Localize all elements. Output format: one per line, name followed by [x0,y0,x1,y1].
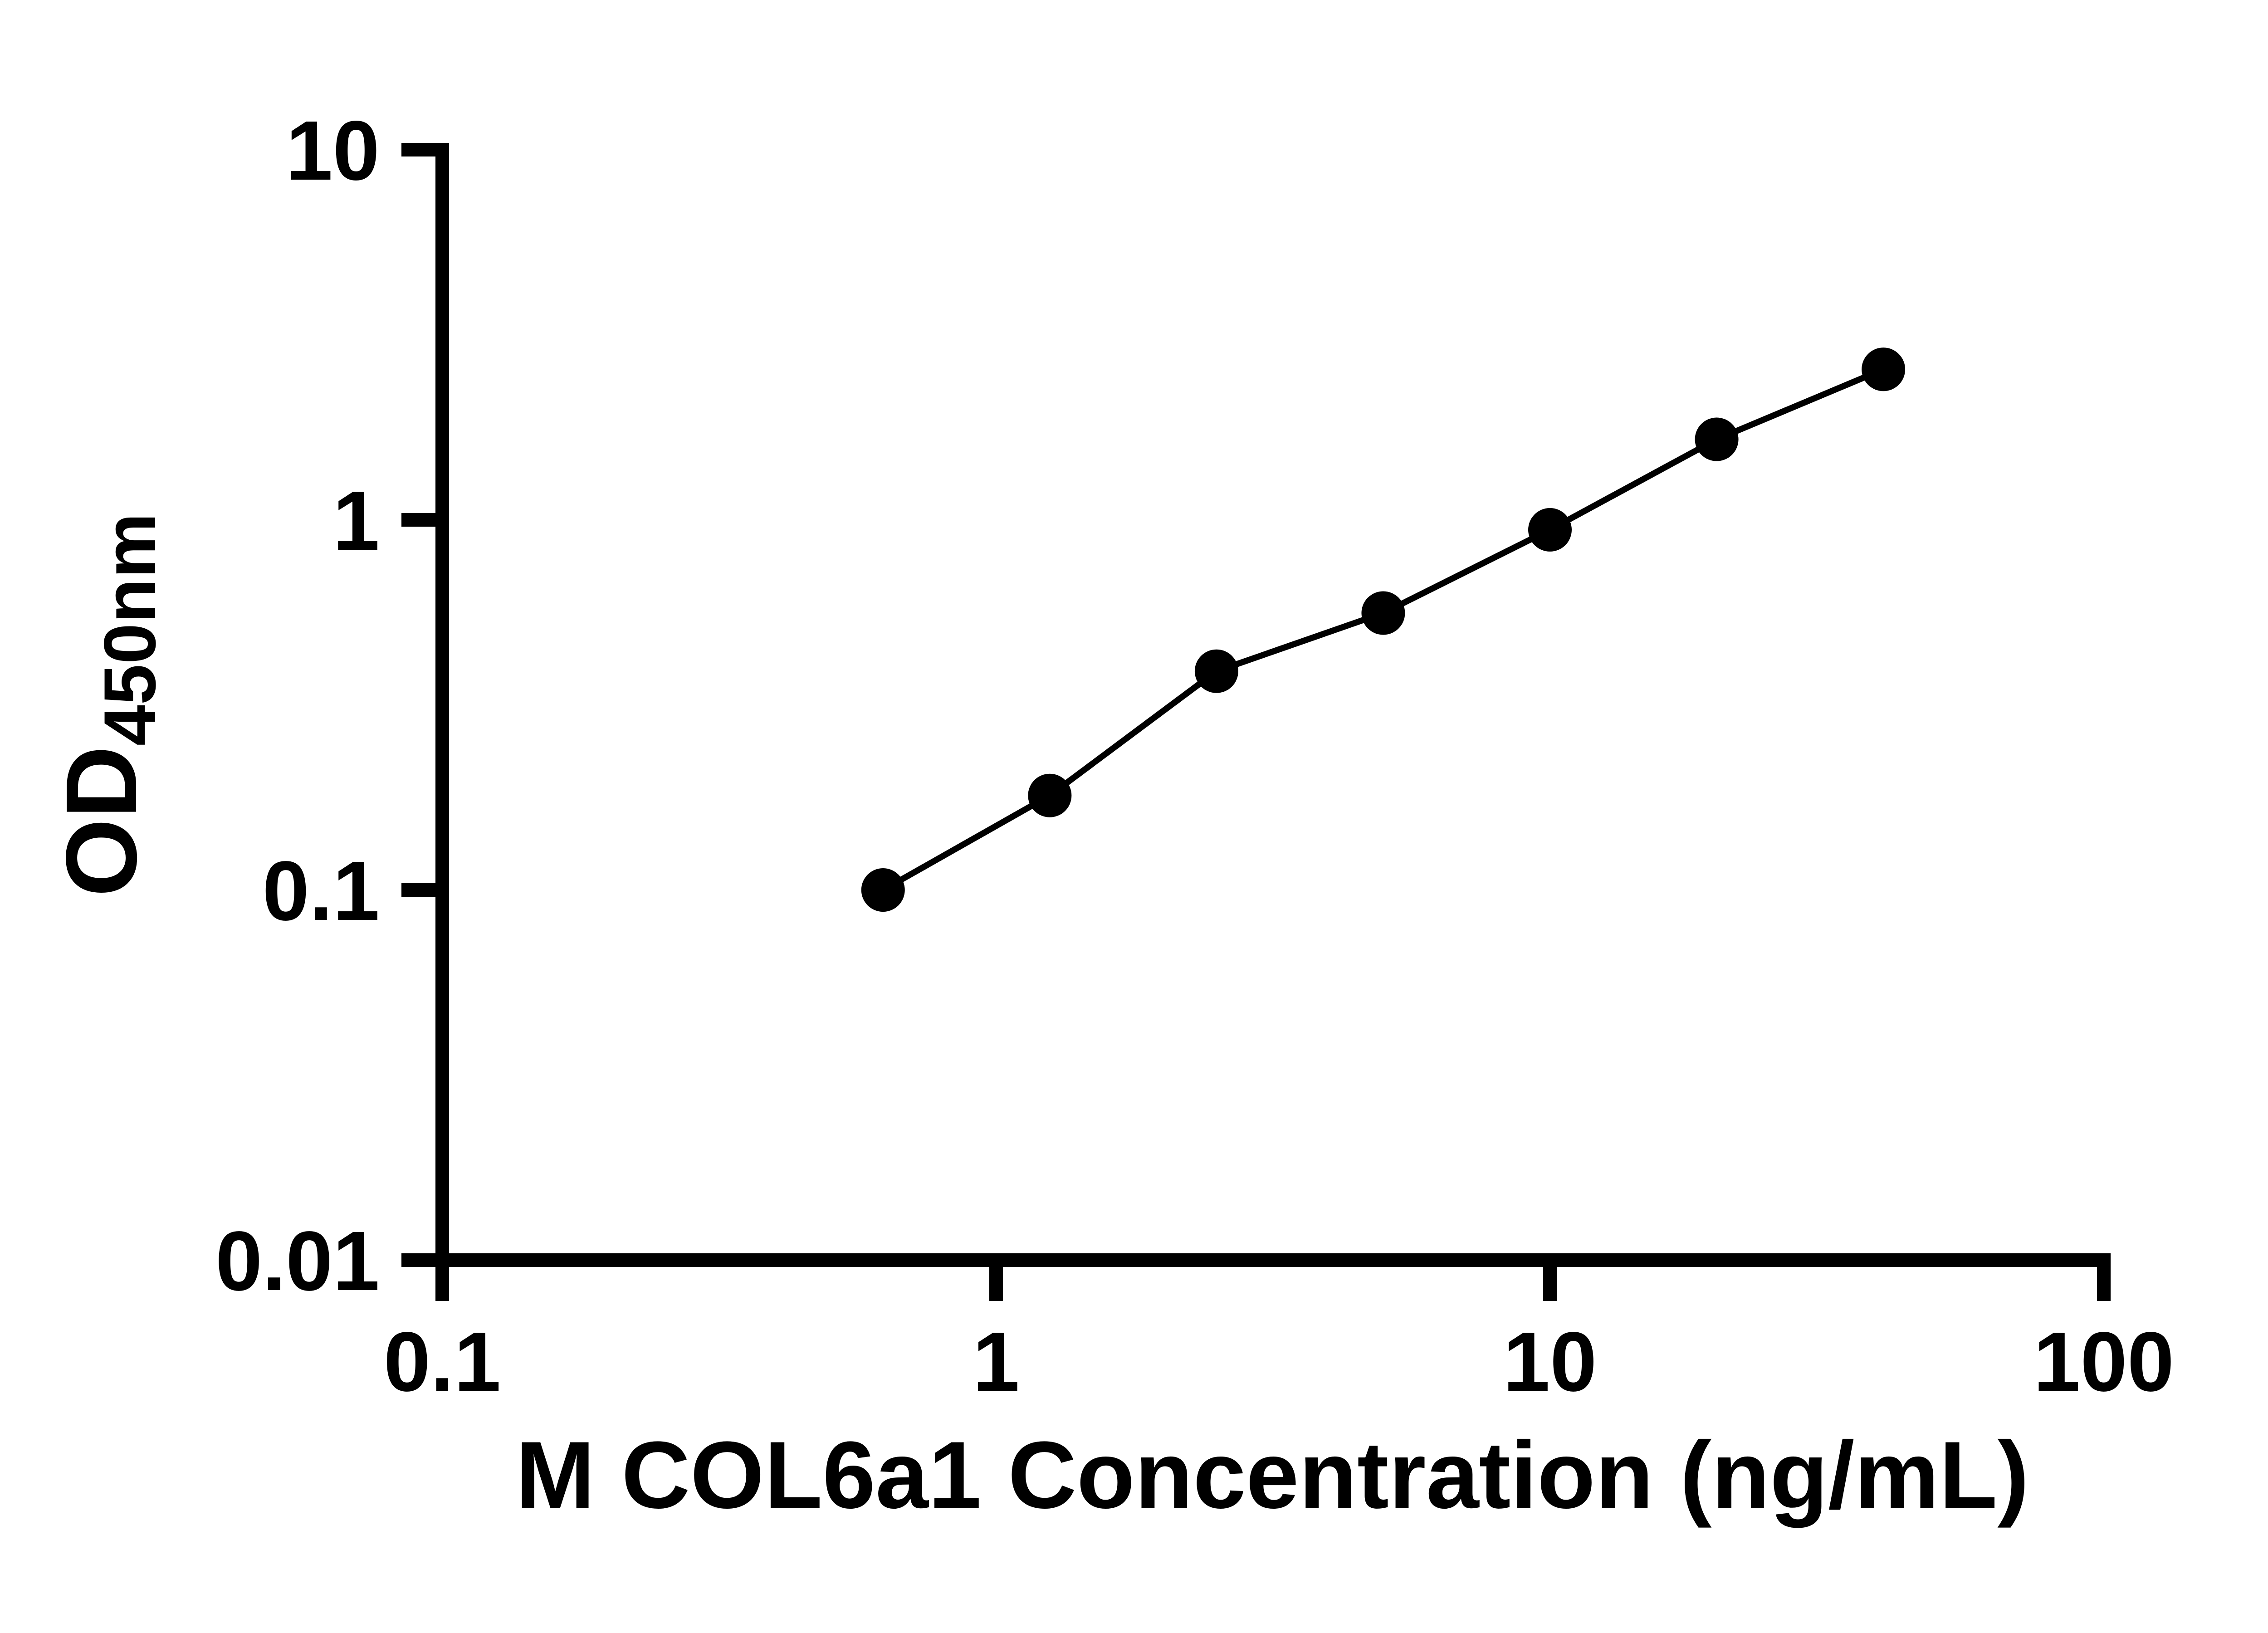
data-point [1361,591,1405,635]
y-axis-title-main: OD [45,746,158,897]
data-point [861,868,905,912]
x-tick-label: 0.1 [384,1315,501,1409]
data-point [1528,508,1572,552]
data-point [1194,649,1238,693]
data-point [1695,417,1739,461]
data-point [1028,773,1072,817]
x-tick-label: 100 [2033,1315,2174,1409]
data-point [1862,347,1906,391]
y-axis-title-subscript: 450nm [89,513,171,746]
x-tick-label: 1 [973,1315,1019,1409]
x-axis-title: M COL6a1 Concentration (ng/mL) [516,1422,2029,1528]
y-tick-label: 10 [286,104,380,198]
axis-lines [435,143,2111,1267]
y-tick-label: 0.1 [262,844,380,938]
y-axis-title: OD450nm [45,513,171,897]
y-tick-label: 0.01 [215,1214,380,1308]
x-tick-label: 10 [1503,1315,1597,1409]
y-tick-label: 1 [333,474,380,568]
